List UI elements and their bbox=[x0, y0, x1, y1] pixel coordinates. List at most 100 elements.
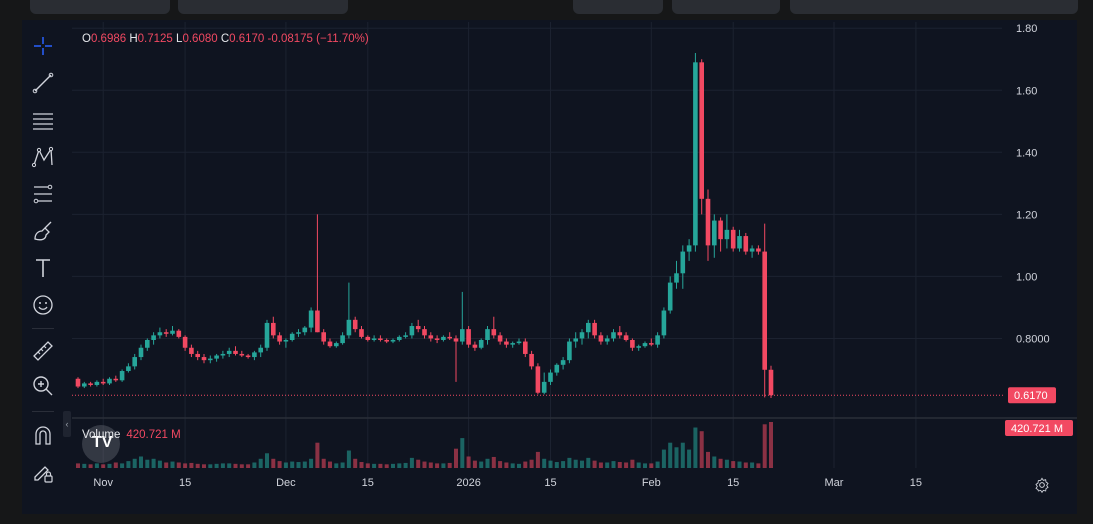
candle bbox=[434, 338, 440, 340]
candle bbox=[226, 350, 232, 354]
volume-bar bbox=[592, 460, 597, 468]
candle bbox=[529, 353, 534, 367]
interval-button[interactable] bbox=[178, 0, 348, 14]
candle bbox=[233, 350, 238, 354]
zoom-in-icon[interactable] bbox=[30, 373, 56, 399]
candle bbox=[630, 339, 635, 348]
time-tick-label: 15 bbox=[544, 477, 556, 489]
volume-bar bbox=[523, 461, 528, 468]
candle bbox=[321, 332, 326, 342]
candle bbox=[315, 310, 320, 333]
candle bbox=[730, 229, 736, 249]
volume-bar bbox=[239, 464, 244, 468]
candle bbox=[693, 62, 698, 246]
candle bbox=[409, 326, 415, 336]
volume-bar bbox=[504, 462, 509, 468]
candle bbox=[365, 336, 371, 340]
horizontal-lines-icon[interactable] bbox=[30, 107, 56, 133]
trend-line-icon[interactable] bbox=[30, 70, 56, 96]
fib-retracement-icon[interactable] bbox=[30, 181, 56, 207]
volume-bar bbox=[756, 463, 761, 468]
candle bbox=[239, 353, 245, 356]
volume-bar bbox=[309, 458, 314, 468]
candle bbox=[768, 369, 774, 396]
candle bbox=[271, 322, 276, 336]
settings-gear-icon[interactable] bbox=[1032, 475, 1052, 495]
lock-pencil-icon[interactable] bbox=[30, 460, 56, 486]
candle bbox=[523, 341, 528, 354]
volume-bar bbox=[82, 463, 87, 468]
candle bbox=[245, 355, 251, 358]
volume-bar bbox=[460, 438, 465, 468]
drawing-toolbar bbox=[22, 28, 64, 498]
candle bbox=[277, 335, 282, 342]
volume-bar bbox=[164, 462, 169, 468]
volume-bar bbox=[491, 456, 496, 468]
top-action-button[interactable] bbox=[573, 0, 663, 14]
open-value: 0.6986 bbox=[90, 33, 127, 45]
volume-bar bbox=[542, 458, 547, 468]
time-tick-label: 15 bbox=[910, 477, 922, 489]
toolbar-divider bbox=[32, 411, 54, 412]
volume-bar bbox=[428, 462, 433, 468]
volume-bar bbox=[233, 463, 238, 468]
volume-bar bbox=[353, 458, 358, 468]
volume-bar bbox=[195, 463, 200, 468]
candle bbox=[636, 346, 641, 348]
emoji-icon[interactable] bbox=[30, 292, 56, 318]
ohlc-legend: O0.6986 H0.7125 L0.6080 C0.6170 -0.08175… bbox=[82, 33, 369, 45]
volume-bar bbox=[101, 464, 106, 468]
candle bbox=[567, 341, 572, 361]
volume-bar bbox=[258, 458, 263, 468]
top-action-button[interactable] bbox=[790, 0, 1078, 14]
volume-bar bbox=[485, 458, 490, 468]
volume-bar bbox=[586, 457, 591, 468]
open-label: O bbox=[82, 33, 91, 45]
ruler-icon[interactable] bbox=[30, 338, 56, 364]
volume-bar bbox=[529, 459, 534, 468]
low-value: 0.6080 bbox=[182, 33, 218, 45]
candle bbox=[573, 338, 578, 342]
candle bbox=[592, 322, 597, 336]
candle bbox=[359, 329, 364, 337]
pattern-icon[interactable] bbox=[30, 144, 56, 170]
volume-bar bbox=[139, 456, 143, 468]
candle bbox=[88, 383, 93, 385]
top-action-button[interactable] bbox=[672, 0, 780, 14]
volume-bar bbox=[157, 460, 162, 468]
volume-bar bbox=[422, 461, 427, 468]
candle bbox=[176, 330, 182, 337]
high-value: 0.7125 bbox=[137, 33, 173, 45]
volume-bar bbox=[290, 461, 295, 468]
volume-bar bbox=[88, 464, 93, 468]
volume-bar bbox=[630, 459, 635, 468]
crosshair-icon[interactable] bbox=[30, 33, 56, 59]
volume-bar bbox=[750, 462, 755, 468]
magnet-icon[interactable] bbox=[30, 423, 56, 449]
volume-bar bbox=[265, 453, 269, 468]
candle bbox=[302, 327, 308, 333]
volume-bar bbox=[605, 462, 610, 468]
volume-bar bbox=[296, 462, 301, 468]
volume-bar bbox=[113, 462, 118, 468]
volume-bar bbox=[554, 462, 559, 468]
candle bbox=[661, 310, 667, 336]
volume-bar bbox=[668, 442, 673, 468]
price-tick-label: 0.8000 bbox=[1016, 333, 1050, 345]
candle bbox=[264, 322, 270, 348]
volume-bar bbox=[208, 464, 213, 468]
volume-bar bbox=[340, 462, 345, 468]
volume-bar bbox=[535, 451, 540, 468]
collapse-pane-button[interactable]: ‹ bbox=[63, 411, 71, 437]
volume-bar bbox=[624, 462, 629, 468]
candle bbox=[516, 341, 522, 344]
brush-icon[interactable] bbox=[30, 218, 56, 244]
text-icon[interactable] bbox=[30, 255, 56, 281]
tradingview-logo[interactable]: TV bbox=[82, 425, 120, 463]
candle bbox=[649, 343, 654, 345]
volume-bar bbox=[151, 458, 156, 468]
last-price-tag bbox=[1008, 387, 1056, 404]
volume-bar bbox=[409, 457, 414, 468]
symbol-search-button[interactable] bbox=[30, 0, 170, 14]
